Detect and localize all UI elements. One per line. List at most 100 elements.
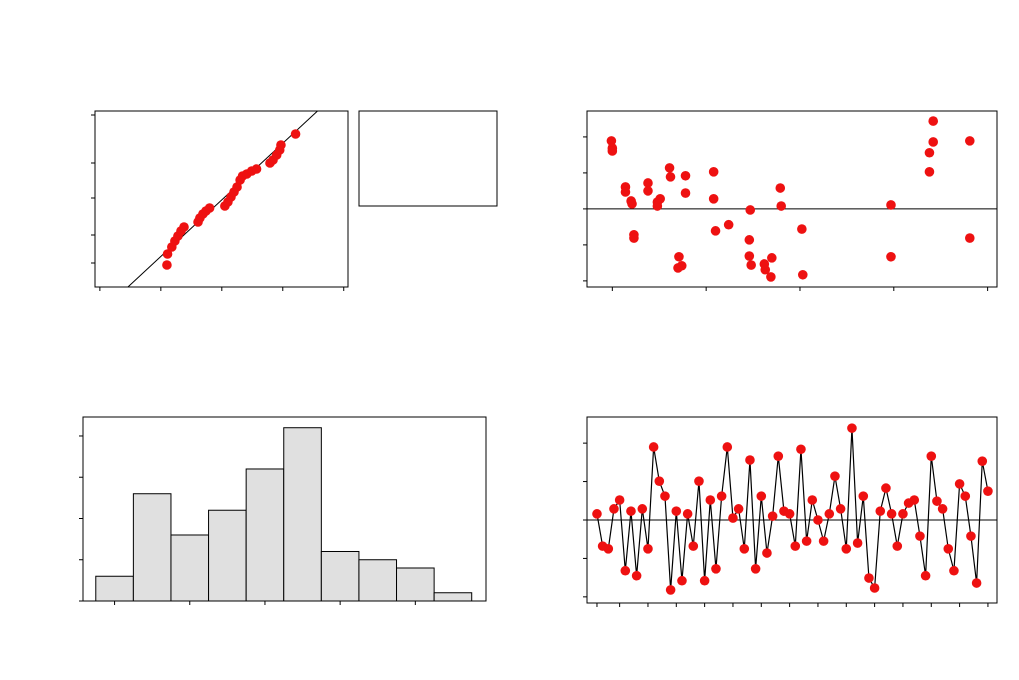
plot-frame bbox=[586, 416, 998, 604]
point bbox=[664, 163, 675, 173]
point bbox=[629, 233, 639, 243]
point bbox=[875, 506, 886, 516]
point bbox=[881, 483, 891, 493]
point bbox=[762, 548, 772, 558]
point bbox=[716, 491, 727, 501]
point bbox=[797, 224, 807, 234]
point bbox=[744, 251, 755, 261]
point bbox=[688, 541, 699, 551]
point bbox=[928, 116, 939, 126]
point bbox=[631, 570, 642, 581]
fit-line bbox=[127, 110, 318, 288]
point bbox=[680, 188, 691, 198]
point bbox=[614, 495, 625, 505]
point bbox=[924, 147, 935, 158]
point bbox=[637, 504, 648, 514]
point bbox=[864, 573, 874, 583]
point bbox=[643, 178, 653, 188]
point bbox=[673, 263, 683, 273]
point bbox=[784, 509, 795, 519]
bar bbox=[208, 509, 247, 602]
point bbox=[766, 272, 776, 282]
point bbox=[797, 269, 808, 280]
point bbox=[711, 563, 721, 574]
point bbox=[179, 222, 189, 232]
point bbox=[276, 140, 286, 150]
point bbox=[824, 509, 835, 519]
point bbox=[677, 575, 687, 586]
legend-box bbox=[358, 110, 498, 207]
point bbox=[767, 253, 777, 263]
point bbox=[643, 186, 653, 196]
bar bbox=[245, 468, 285, 602]
point bbox=[682, 509, 693, 519]
bar bbox=[320, 550, 360, 602]
point bbox=[892, 541, 903, 551]
bar bbox=[170, 534, 210, 602]
point bbox=[626, 506, 636, 516]
point bbox=[290, 129, 301, 139]
bar bbox=[132, 493, 172, 602]
point bbox=[627, 199, 637, 209]
point bbox=[652, 201, 663, 211]
point bbox=[915, 531, 925, 541]
point bbox=[966, 531, 976, 541]
point bbox=[920, 570, 931, 581]
point bbox=[739, 544, 750, 554]
point bbox=[609, 504, 619, 514]
plot-frame bbox=[94, 110, 349, 288]
point bbox=[674, 251, 684, 262]
point bbox=[745, 205, 756, 215]
point bbox=[710, 226, 721, 236]
point bbox=[620, 565, 631, 576]
point bbox=[665, 585, 676, 595]
point bbox=[960, 491, 971, 501]
point bbox=[607, 146, 618, 156]
bar bbox=[358, 559, 398, 602]
point bbox=[204, 203, 215, 213]
point bbox=[760, 264, 771, 275]
point bbox=[847, 423, 857, 433]
point bbox=[694, 476, 704, 486]
point bbox=[932, 496, 942, 506]
point bbox=[655, 194, 665, 204]
plot-frame bbox=[586, 110, 998, 288]
bar bbox=[95, 575, 134, 602]
point bbox=[964, 136, 975, 146]
point bbox=[620, 187, 631, 197]
point bbox=[924, 167, 935, 177]
point bbox=[954, 479, 965, 489]
point bbox=[964, 233, 975, 243]
point bbox=[813, 515, 823, 525]
point bbox=[852, 538, 863, 548]
point bbox=[767, 511, 778, 521]
point bbox=[750, 563, 761, 574]
point bbox=[592, 509, 602, 519]
point bbox=[162, 260, 172, 270]
point bbox=[756, 491, 767, 501]
point bbox=[776, 201, 787, 211]
point bbox=[745, 455, 755, 465]
point bbox=[665, 172, 676, 182]
point bbox=[886, 251, 896, 262]
point bbox=[841, 544, 852, 554]
bar bbox=[283, 427, 322, 602]
point bbox=[648, 442, 659, 452]
point bbox=[773, 451, 784, 461]
point bbox=[708, 194, 719, 204]
point bbox=[807, 495, 818, 505]
point bbox=[699, 575, 710, 586]
point bbox=[723, 219, 734, 230]
point bbox=[977, 456, 988, 466]
point bbox=[898, 509, 908, 519]
point bbox=[708, 167, 719, 177]
point bbox=[660, 491, 670, 501]
point bbox=[869, 583, 880, 593]
bar bbox=[433, 592, 473, 602]
point bbox=[830, 471, 840, 481]
point bbox=[643, 544, 653, 554]
point bbox=[949, 565, 959, 576]
point bbox=[671, 506, 682, 516]
